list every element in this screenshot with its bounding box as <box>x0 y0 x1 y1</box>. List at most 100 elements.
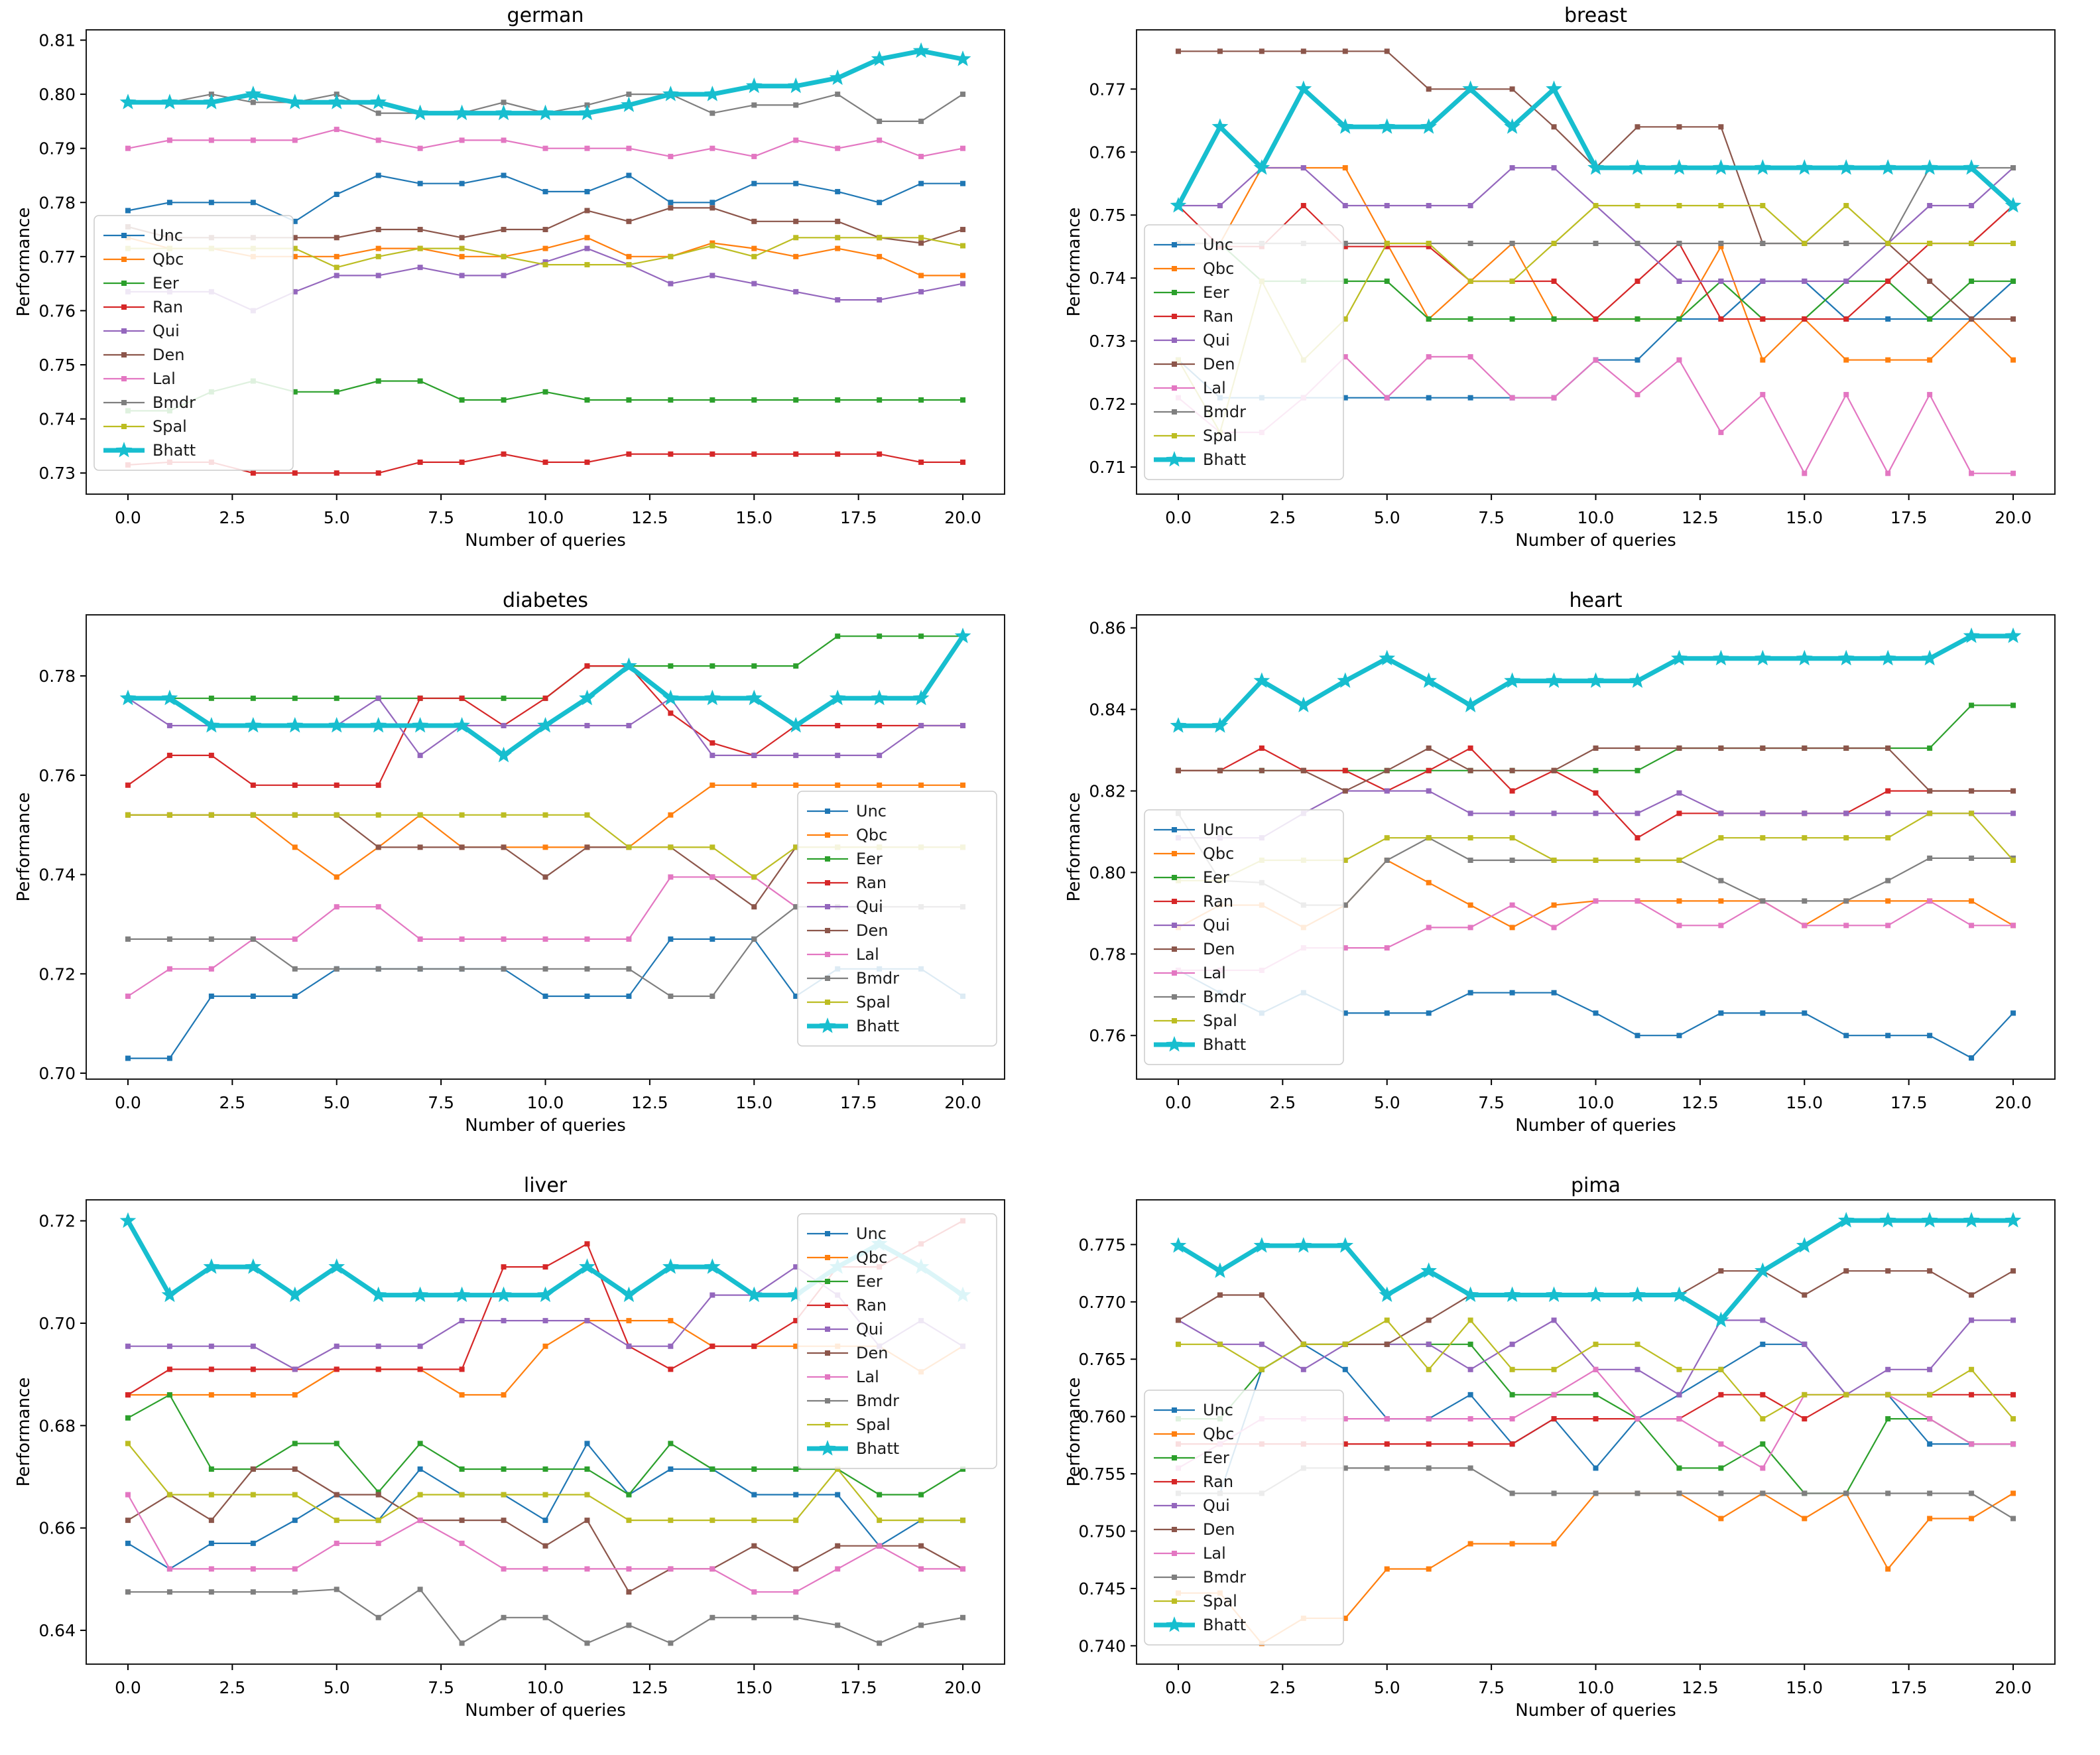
svg-text:Den: Den <box>856 1344 888 1362</box>
svg-text:Eer: Eer <box>856 1272 883 1291</box>
svg-text:Bhatt: Bhatt <box>153 441 196 460</box>
plot-area-breast: 0.71 0.72 0.73 0.74 0.75 0.76 0.77 0.0 2.5 5.0 7.5… <box>1089 29 2056 527</box>
svg-text:10.0: 10.0 <box>1577 1093 1615 1112</box>
svg-text:5.0: 5.0 <box>1374 1093 1400 1112</box>
x-axis-label: Number of queries <box>465 1701 626 1721</box>
svg-text:7.5: 7.5 <box>1478 1678 1505 1697</box>
svg-text:17.5: 17.5 <box>1890 1678 1928 1697</box>
svg-text:0.74: 0.74 <box>1089 269 1126 288</box>
svg-text:5.0: 5.0 <box>324 1678 350 1697</box>
svg-text:0.74: 0.74 <box>38 410 76 429</box>
svg-text:2.5: 2.5 <box>219 1678 245 1697</box>
svg-text:0.72: 0.72 <box>38 964 76 984</box>
x-axis-label: Number of queries <box>465 531 626 551</box>
svg-text:Bmdr: Bmdr <box>1203 403 1246 421</box>
svg-text:0.73: 0.73 <box>1089 332 1126 351</box>
chart-german: 0.73 0.74 0.75 0.76 0.77 0.78 0.79 0.80 0.81 0.0 2… <box>0 0 1050 585</box>
chart-breast: 0.71 0.72 0.73 0.74 0.75 0.76 0.77 0.0 2.5 5.0 7.5… <box>1050 0 2100 585</box>
svg-text:Ran: Ran <box>1203 1472 1233 1491</box>
svg-text:Qui: Qui <box>856 1320 883 1338</box>
svg-text:Bmdr: Bmdr <box>1203 988 1246 1006</box>
chart-title: liver <box>523 1174 568 1197</box>
svg-text:Den: Den <box>1203 940 1235 958</box>
svg-text:0.75: 0.75 <box>38 356 76 375</box>
svg-text:Qui: Qui <box>856 897 883 916</box>
chart-title: breast <box>1564 4 1627 27</box>
svg-text:20.0: 20.0 <box>944 1093 981 1112</box>
svg-text:2.5: 2.5 <box>1269 508 1296 527</box>
svg-text:0.0: 0.0 <box>1165 1678 1192 1697</box>
svg-text:12.5: 12.5 <box>631 1678 668 1697</box>
svg-text:0.745: 0.745 <box>1078 1579 1126 1598</box>
svg-text:2.5: 2.5 <box>219 1093 245 1112</box>
svg-text:Bhatt: Bhatt <box>1203 1035 1246 1054</box>
svg-text:0.84: 0.84 <box>1089 700 1126 720</box>
svg-text:0.0: 0.0 <box>115 508 141 527</box>
svg-text:0.70: 0.70 <box>38 1064 76 1083</box>
svg-text:Bmdr: Bmdr <box>153 393 196 412</box>
svg-text:0.775: 0.775 <box>1078 1235 1126 1254</box>
svg-text:Lal: Lal <box>1203 964 1226 982</box>
svg-text:Ran: Ran <box>856 1296 887 1315</box>
svg-text:10.0: 10.0 <box>527 1678 564 1697</box>
legend: Unc Qbc Eer Ran Qui Den Lal Bmdr Spal Bhatt <box>1144 224 1344 480</box>
x-axis-label: Number of queries <box>465 1116 626 1136</box>
svg-text:0.80: 0.80 <box>38 85 76 104</box>
svg-text:Ran: Ran <box>856 874 887 892</box>
y-axis-label: Performance <box>14 792 34 902</box>
svg-text:Qbc: Qbc <box>856 826 887 844</box>
svg-text:17.5: 17.5 <box>840 508 877 527</box>
chart-title: heart <box>1569 589 1623 612</box>
x-axis-label: Number of queries <box>1515 1116 1676 1136</box>
svg-text:Qbc: Qbc <box>1203 1425 1234 1443</box>
svg-text:Ran: Ran <box>1203 892 1233 911</box>
svg-text:10.0: 10.0 <box>527 1093 564 1112</box>
svg-text:20.0: 20.0 <box>944 508 981 527</box>
svg-text:0.72: 0.72 <box>1089 395 1126 414</box>
svg-text:0.73: 0.73 <box>38 464 76 483</box>
svg-text:Lal: Lal <box>856 945 879 964</box>
svg-text:12.5: 12.5 <box>1682 508 1719 527</box>
x-axis-label: Number of queries <box>1515 531 1676 551</box>
svg-text:Eer: Eer <box>1203 868 1229 887</box>
svg-text:20.0: 20.0 <box>1995 508 2032 527</box>
plot-area-pima: 0.740 0.745 0.750 0.755 0.760 0.765 0.770 0.775… <box>1078 1199 2056 1697</box>
svg-text:20.0: 20.0 <box>1995 1093 2032 1112</box>
legend: Unc Qbc Eer Ran Qui Den Lal Bmdr Spal Bhatt <box>1144 809 1344 1065</box>
svg-text:0.765: 0.765 <box>1078 1350 1126 1369</box>
svg-text:Bhatt: Bhatt <box>1203 1616 1246 1634</box>
svg-text:0.755: 0.755 <box>1078 1464 1126 1484</box>
svg-text:Eer: Eer <box>153 274 179 292</box>
svg-text:0.78: 0.78 <box>1089 944 1126 964</box>
y-axis-label: Performance <box>1064 207 1084 317</box>
svg-text:Lal: Lal <box>1203 1544 1226 1563</box>
svg-text:0.78: 0.78 <box>38 193 76 212</box>
chart-liver: 0.64 0.66 0.68 0.70 0.72 0.0 2.5 5.0 7.5 10.0 12.5… <box>0 1170 1050 1755</box>
svg-text:20.0: 20.0 <box>1995 1678 2032 1697</box>
plot-area-liver: 0.64 0.66 0.68 0.70 0.72 0.0 2.5 5.0 7.5 10.0 12.5… <box>38 1199 1005 1697</box>
svg-text:Qui: Qui <box>1203 1496 1230 1515</box>
svg-text:0.76: 0.76 <box>1089 1026 1126 1045</box>
svg-text:Unc: Unc <box>153 226 183 245</box>
legend: Unc Qbc Eer Ran Qui Den Lal Bmdr Spal Bhatt <box>1144 1390 1344 1646</box>
svg-text:Lal: Lal <box>1203 379 1226 397</box>
svg-text:0.82: 0.82 <box>1089 781 1126 801</box>
svg-text:Lal: Lal <box>153 369 176 388</box>
svg-text:15.0: 15.0 <box>735 1678 772 1697</box>
svg-text:5.0: 5.0 <box>1374 1678 1400 1697</box>
legend: Unc Qbc Eer Ran Qui Den Lal Bmdr Spal Bhatt <box>797 1213 997 1469</box>
y-axis-label: Performance <box>14 1377 34 1487</box>
y-axis-label: Performance <box>1064 1377 1084 1487</box>
svg-text:7.5: 7.5 <box>1478 508 1505 527</box>
svg-text:Spal: Spal <box>153 417 187 436</box>
plot-area-german: 0.73 0.74 0.75 0.76 0.77 0.78 0.79 0.80 0.81 0.0 2… <box>38 29 1005 527</box>
svg-text:17.5: 17.5 <box>840 1093 877 1112</box>
svg-text:10.0: 10.0 <box>1577 1678 1615 1697</box>
svg-text:10.0: 10.0 <box>527 508 564 527</box>
svg-text:0.740: 0.740 <box>1078 1636 1126 1656</box>
svg-text:5.0: 5.0 <box>1374 508 1400 527</box>
svg-text:7.5: 7.5 <box>1478 1093 1505 1112</box>
svg-text:Den: Den <box>856 921 888 940</box>
svg-text:0.80: 0.80 <box>1089 863 1126 882</box>
svg-text:0.86: 0.86 <box>1089 619 1126 638</box>
